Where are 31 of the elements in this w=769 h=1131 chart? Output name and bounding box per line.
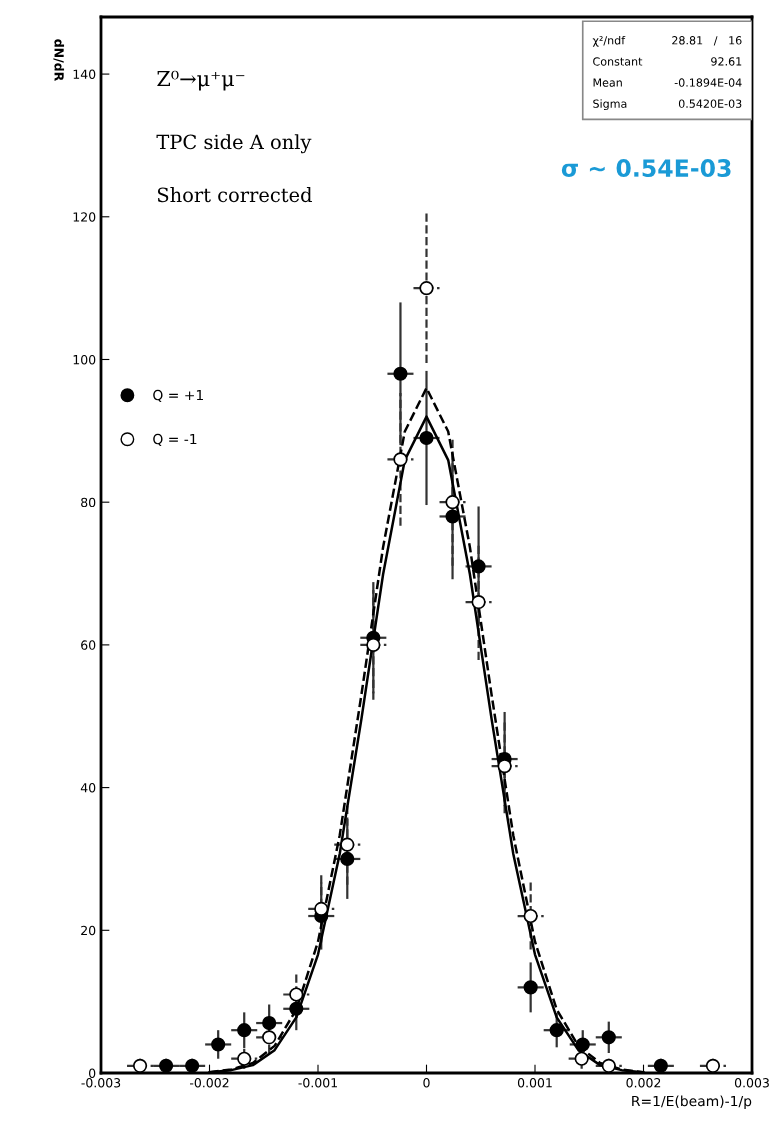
x-tick-label: 0.001 — [517, 1078, 552, 1088]
y-tick-label: 0 — [89, 1068, 96, 1078]
x-tick-label: 0 — [423, 1078, 430, 1088]
x-tick-label: -0.002 — [189, 1078, 229, 1088]
y-tick-label: 120 — [73, 212, 96, 222]
y-tick-label: 140 — [73, 69, 96, 80]
annotation: Z⁰→μ⁺μ⁻ — [157, 70, 245, 91]
y-tick-label: 40 — [80, 783, 96, 793]
legend-label: Q = +1 — [153, 389, 203, 402]
annotation: -0.1894E-04 — [674, 78, 742, 87]
y-tick-label: 100 — [73, 354, 96, 365]
x-tick-label: 0.002 — [626, 1078, 661, 1088]
annotation: χ²/ndf — [592, 35, 626, 47]
x-tick-label: -0.003 — [81, 1078, 121, 1088]
annotation: σ ~ 0.54E-03 — [561, 159, 731, 177]
x-axis-title: R=1/E(beam)-1/p — [632, 1095, 752, 1109]
legend-label: Q = -1 — [153, 433, 197, 446]
annotation: TPC side A only — [156, 134, 312, 154]
x-tick-label: 0.003 — [734, 1078, 769, 1088]
annotation: Short corrected — [157, 187, 312, 203]
y-axis-title: dN/dR — [53, 39, 65, 82]
x-tick-label: -0.001 — [298, 1078, 337, 1088]
y-tick-label: 80 — [81, 497, 96, 508]
annotation: Sigma — [593, 99, 627, 111]
annotation: Constant — [593, 57, 643, 66]
annotation: Mean — [593, 78, 622, 87]
y-tick-label: 20 — [81, 925, 96, 936]
annotation: 0.5420E-03 — [678, 99, 742, 108]
y-tick-label: 60 — [81, 640, 96, 650]
annotation: 92.61 — [711, 57, 742, 66]
annotation: 28.81 / 16 — [672, 36, 742, 46]
